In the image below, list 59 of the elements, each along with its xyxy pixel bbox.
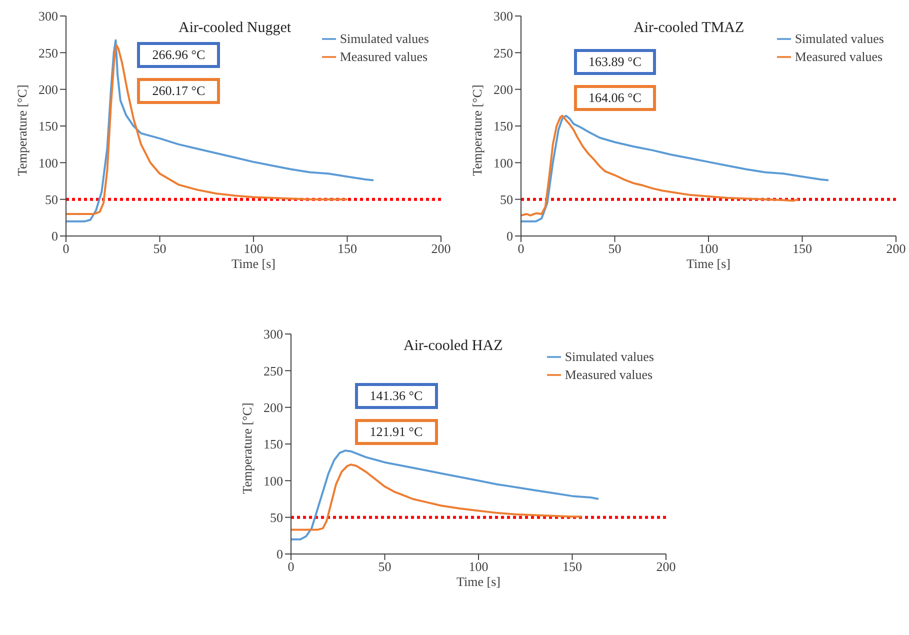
y-axis-title: Temperature [°C] xyxy=(240,402,255,494)
y-tick-label: 100 xyxy=(38,155,58,170)
x-tick-label: 150 xyxy=(338,241,357,256)
y-tick-label: 300 xyxy=(494,8,513,24)
annotation: 121.91 °C xyxy=(354,418,438,445)
y-tick-label: 300 xyxy=(38,8,58,24)
y-tick-label: 250 xyxy=(38,45,58,60)
y-tick-label: 250 xyxy=(494,45,513,60)
x-tick-label: 100 xyxy=(698,241,718,256)
x-tick-label: 200 xyxy=(431,241,451,256)
y-tick-label: 50 xyxy=(270,510,283,525)
x-tick-label: 100 xyxy=(244,241,264,256)
x-axis-title: Time [s] xyxy=(686,256,730,271)
legend-label: Measured values xyxy=(564,367,653,382)
y-tick-label: 150 xyxy=(38,118,58,134)
x-tick-label: 0 xyxy=(288,559,294,574)
x-tick-label: 0 xyxy=(518,241,524,256)
x-tick-label: 200 xyxy=(886,241,906,256)
legend-label: Measured values xyxy=(794,49,883,64)
x-tick-label: 100 xyxy=(468,559,488,574)
chart-title: Air-cooled HAZ xyxy=(404,338,503,355)
y-tick-label: 50 xyxy=(45,192,58,207)
chart-title: Air-cooled Nugget xyxy=(178,20,292,37)
y-tick-label: 100 xyxy=(264,473,283,488)
legend-label: Simulated values xyxy=(794,31,884,46)
y-tick-label: 150 xyxy=(494,118,513,134)
y-tick-label: 150 xyxy=(264,436,283,452)
y-tick-label: 0 xyxy=(276,546,283,562)
legend-label: Simulated values xyxy=(564,349,654,364)
y-tick-label: 0 xyxy=(506,228,513,244)
x-tick-label: 150 xyxy=(792,241,812,256)
line-series xyxy=(291,450,600,540)
legend-label: Measured values xyxy=(340,49,428,64)
x-tick-label: 50 xyxy=(608,241,622,256)
legend-label: Simulated values xyxy=(340,31,429,46)
x-tick-label: 200 xyxy=(656,559,676,574)
y-tick-label: 200 xyxy=(494,82,513,97)
line-series xyxy=(291,464,583,531)
y-tick-label: 250 xyxy=(264,363,283,378)
y-tick-label: 200 xyxy=(38,82,58,97)
y-tick-label: 300 xyxy=(264,326,283,342)
x-tick-label: 150 xyxy=(562,559,582,574)
annotation: 163.89 °C xyxy=(574,49,656,76)
annotation: 164.06 °C xyxy=(574,85,656,112)
x-axis-title: Time [s] xyxy=(456,574,500,589)
y-tick-label: 50 xyxy=(500,192,513,207)
annotation: 266.96 °C xyxy=(137,42,220,68)
x-axis-title: Time [s] xyxy=(232,256,276,271)
annotation: 260.17 °C xyxy=(137,78,220,104)
chart-title: Air-cooled TMAZ xyxy=(634,20,744,37)
y-axis-title: Temperature [°C] xyxy=(14,84,30,176)
y-tick-label: 0 xyxy=(52,228,58,244)
x-tick-label: 50 xyxy=(153,241,166,256)
x-tick-label: 0 xyxy=(62,241,70,256)
y-tick-label: 200 xyxy=(264,400,283,415)
annotation: 141.36 °C xyxy=(354,382,438,409)
x-tick-label: 50 xyxy=(378,559,392,574)
y-axis-title: Temperature [°C] xyxy=(470,84,485,176)
y-tick-label: 100 xyxy=(494,155,513,170)
